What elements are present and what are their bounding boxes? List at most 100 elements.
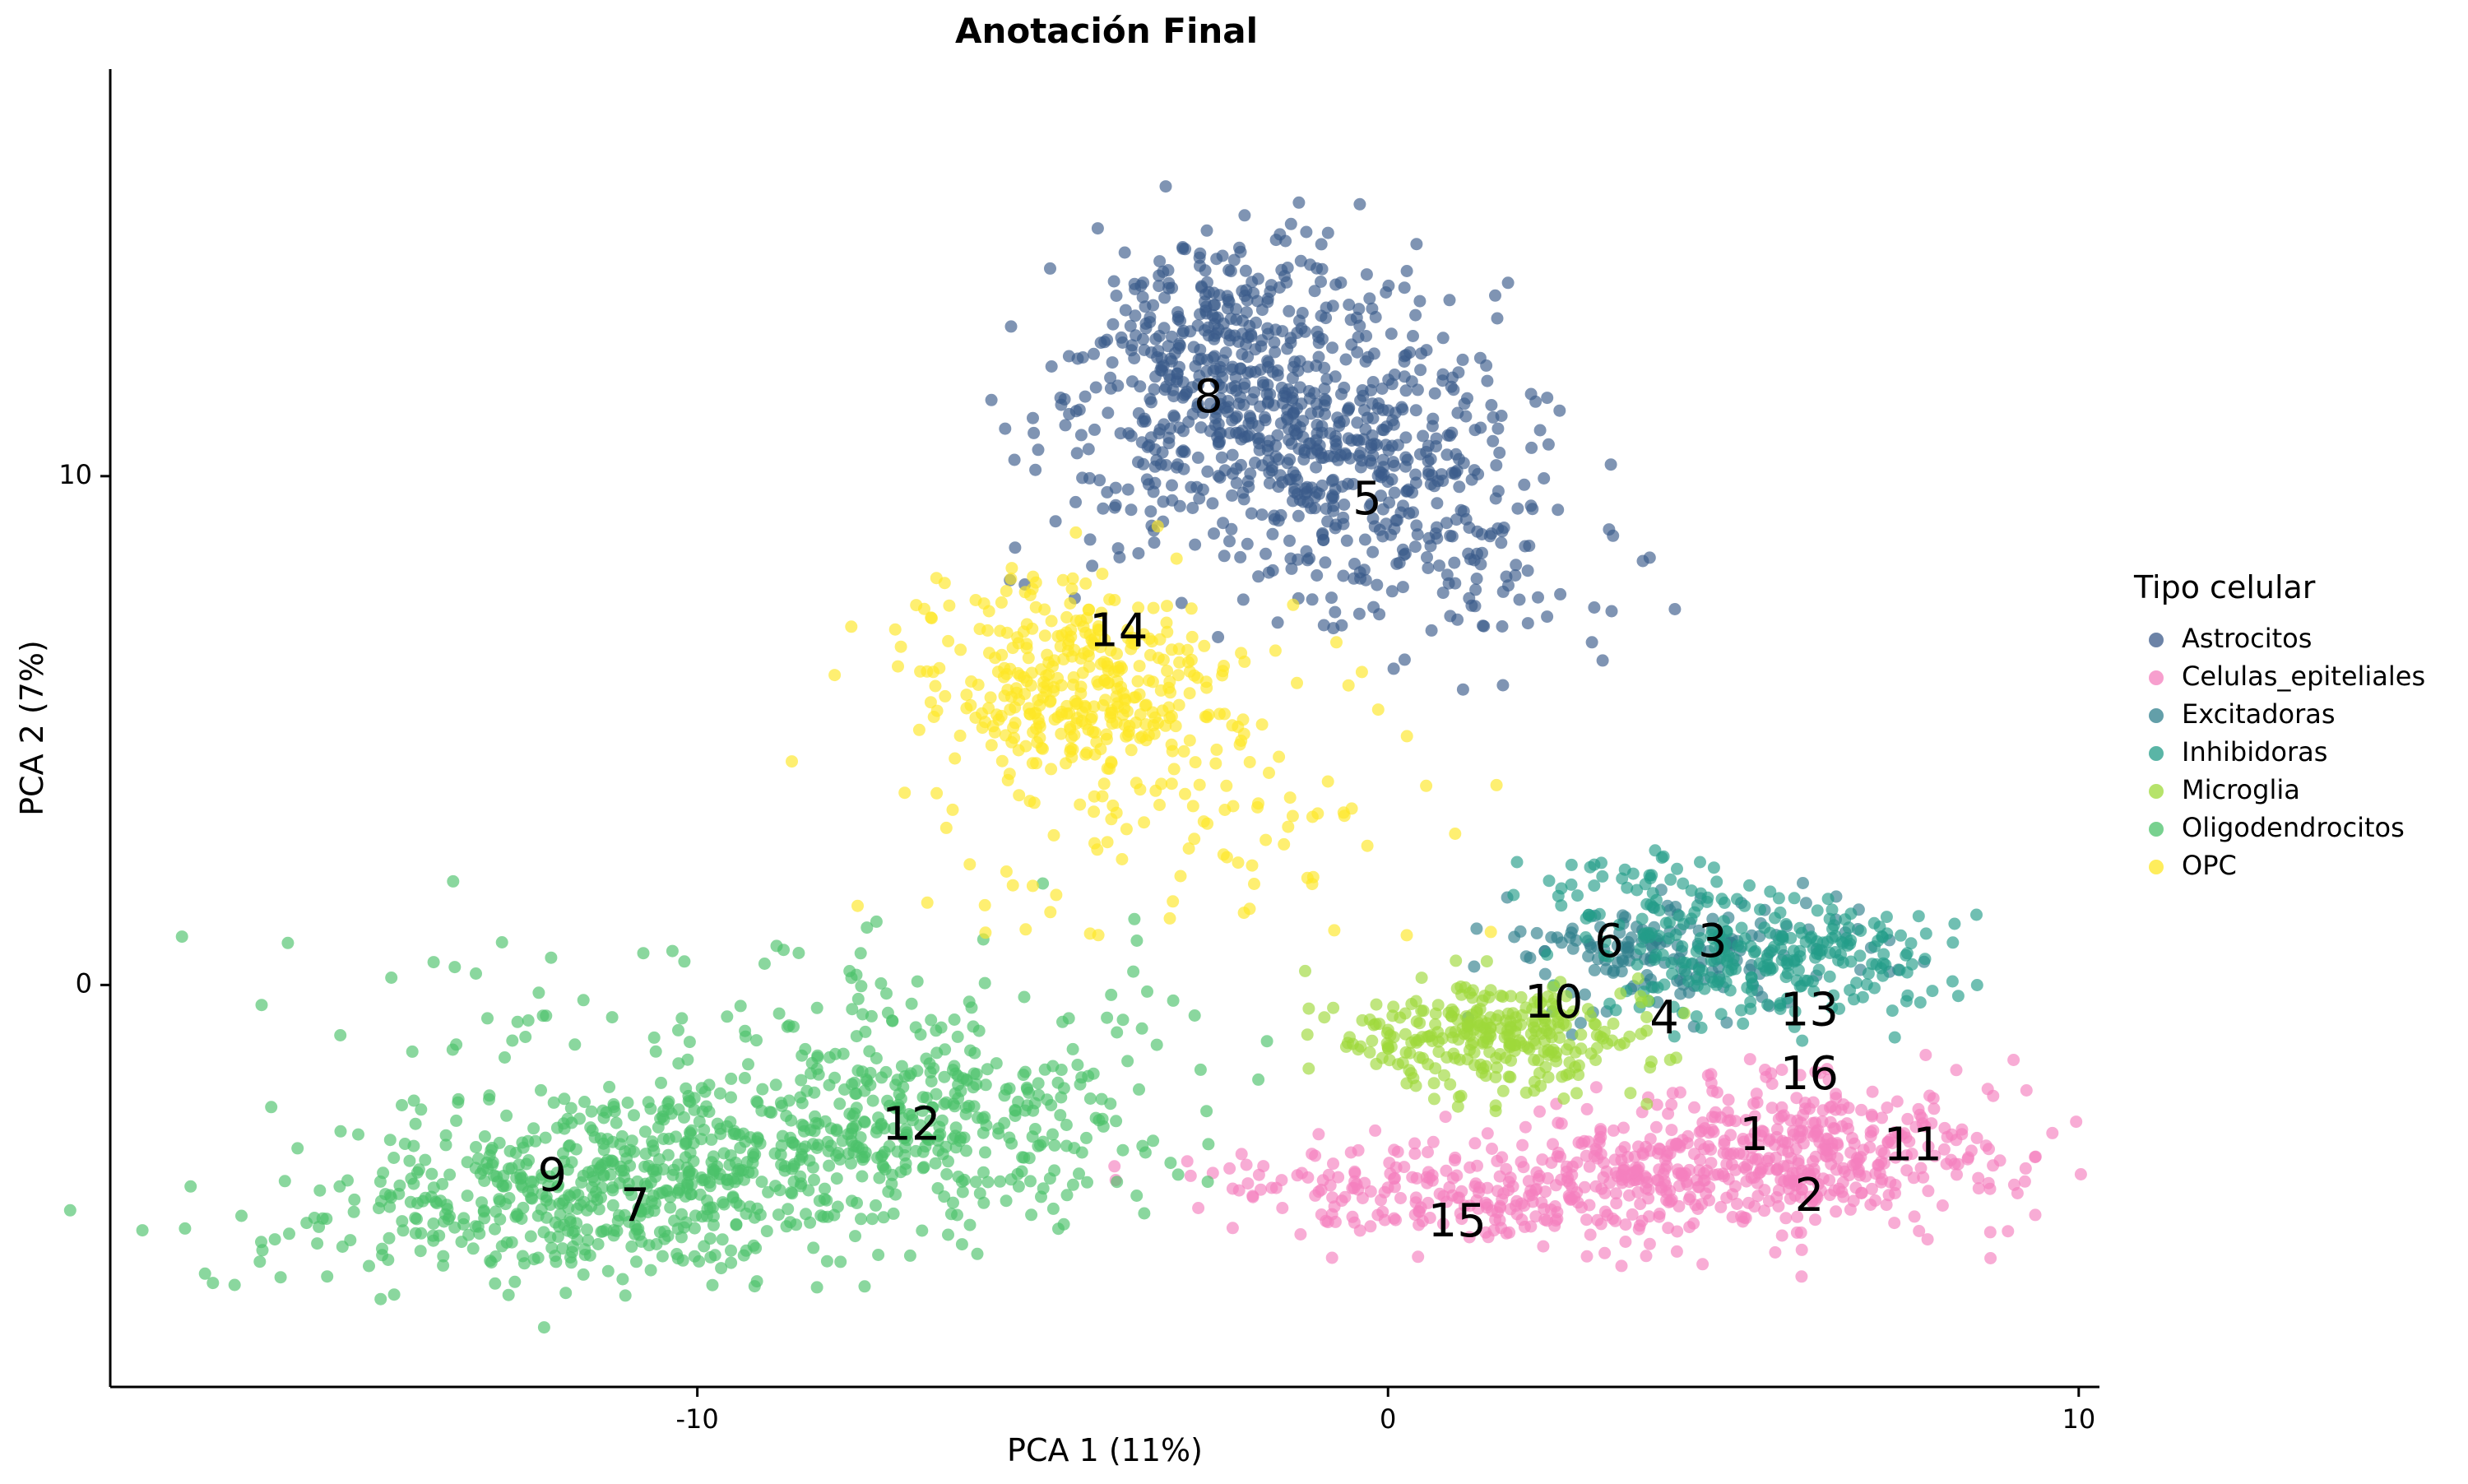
data-point: [1352, 607, 1366, 620]
data-point: [1542, 874, 1556, 888]
data-point: [1515, 1018, 1528, 1032]
data-point: [1158, 291, 1171, 304]
data-point: [1263, 767, 1275, 779]
data-point: [478, 1130, 491, 1143]
data-point: [912, 723, 926, 736]
data-point: [1325, 475, 1338, 488]
data-point: [1643, 1210, 1655, 1223]
data-point: [1725, 963, 1738, 976]
data-point: [994, 624, 1007, 638]
data-point: [1461, 1017, 1474, 1030]
data-point: [1501, 276, 1515, 290]
data-point: [1153, 269, 1166, 282]
data-point: [1030, 757, 1043, 770]
data-point: [1265, 1181, 1278, 1194]
data-point: [1018, 586, 1032, 599]
data-point: [1271, 429, 1284, 442]
data-point: [1104, 644, 1117, 657]
data-point: [1069, 694, 1082, 707]
data-point: [1455, 1185, 1468, 1198]
data-point: [1791, 1210, 1804, 1223]
data-point: [1351, 345, 1364, 359]
data-point: [1495, 410, 1508, 422]
data-point: [385, 972, 398, 984]
data-point: [606, 1181, 619, 1194]
data-point: [1296, 307, 1309, 319]
data-point: [1047, 828, 1060, 842]
data-point: [585, 1105, 598, 1118]
data-point: [1471, 1016, 1484, 1029]
data-point: [810, 1001, 823, 1014]
data-point: [1327, 504, 1340, 517]
data-point: [740, 1244, 753, 1257]
data-point: [1380, 420, 1394, 434]
data-point: [843, 1107, 856, 1120]
data-point: [601, 1264, 615, 1278]
data-point: [1751, 1152, 1765, 1166]
data-point: [1037, 681, 1050, 694]
data-point: [1751, 1096, 1764, 1109]
data-point: [1983, 1182, 1997, 1195]
data-point: [1513, 593, 1526, 606]
data-point: [499, 1051, 511, 1064]
data-point: [321, 1270, 334, 1283]
data-point: [1864, 1199, 1877, 1211]
data-point: [1221, 406, 1234, 419]
data-point: [472, 1152, 485, 1165]
data-point: [1578, 1180, 1591, 1194]
data-point: [1207, 351, 1220, 364]
data-point: [1099, 693, 1112, 707]
data-point: [1541, 1171, 1554, 1185]
data-point: [1111, 1176, 1124, 1189]
data-point: [439, 1129, 452, 1142]
data-point: [1593, 907, 1606, 921]
data-point: [880, 987, 893, 1000]
data-point: [1339, 448, 1352, 461]
data-point: [1153, 799, 1166, 811]
data-point: [999, 729, 1012, 742]
data-point: [2074, 1168, 2087, 1180]
data-point: [1436, 374, 1449, 387]
data-point: [255, 999, 268, 1012]
data-point: [1642, 994, 1654, 1007]
data-point: [1672, 909, 1686, 922]
data-point: [1682, 1193, 1696, 1206]
data-point: [1632, 1140, 1645, 1153]
data-point: [1273, 228, 1287, 241]
data-point: [894, 640, 907, 653]
data-point: [1449, 1025, 1462, 1038]
data-point: [1617, 1121, 1630, 1134]
legend-label: Celulas_epiteliales: [2182, 661, 2425, 692]
data-point: [1784, 1192, 1797, 1205]
data-point: [1312, 331, 1325, 343]
data-point: [1356, 384, 1369, 397]
data-point: [1215, 451, 1228, 464]
data-point: [1353, 197, 1366, 211]
data-point: [1252, 570, 1265, 583]
data-point: [755, 1176, 768, 1189]
data-point: [1436, 1217, 1450, 1231]
data-point: [979, 716, 991, 729]
data-point: [461, 1190, 474, 1203]
data-point: [672, 1103, 685, 1116]
data-point: [1912, 910, 1925, 923]
data-point: [1876, 1111, 1888, 1125]
data-point: [1584, 1228, 1597, 1241]
data-point: [1383, 1157, 1396, 1170]
data-point: [1074, 798, 1087, 811]
data-point: [963, 858, 977, 871]
data-point: [1167, 994, 1180, 1007]
data-point: [387, 1288, 401, 1301]
data-point: [1696, 1258, 1710, 1271]
data-point: [1123, 720, 1136, 732]
data-point: [1521, 564, 1534, 577]
data-point: [387, 1152, 401, 1164]
data-point: [679, 1138, 692, 1151]
data-point: [1427, 1077, 1440, 1090]
data-point: [675, 1012, 689, 1025]
data-point: [1489, 492, 1502, 505]
data-point: [1137, 628, 1150, 641]
data-point: [1706, 912, 1719, 925]
data-point: [930, 786, 944, 800]
data-point: [1366, 412, 1380, 424]
